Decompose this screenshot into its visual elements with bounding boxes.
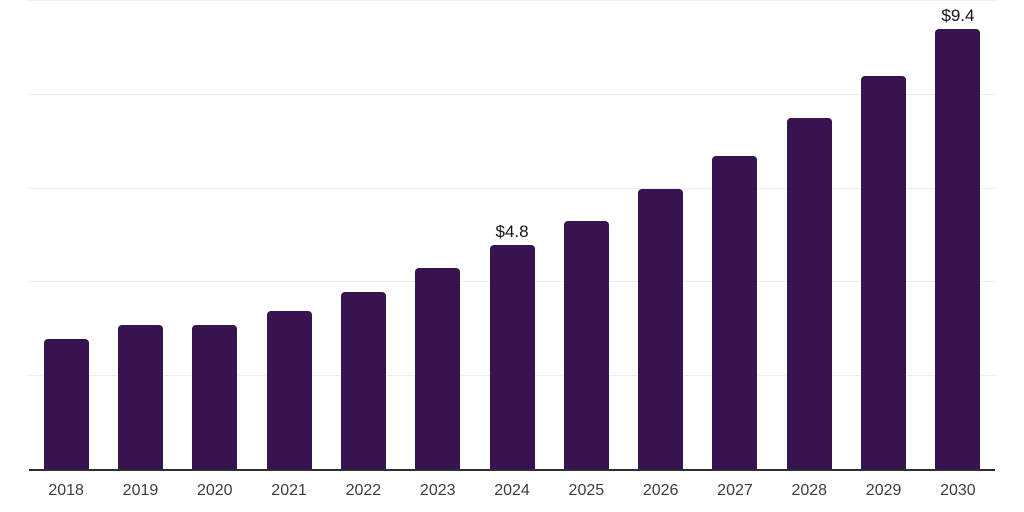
- gridline: [29, 93, 995, 95]
- bar-band-2022: [326, 291, 400, 470]
- x-tick-2026: 2026: [642, 482, 679, 499]
- bar-2025: [563, 221, 609, 470]
- bar-band-2030: $9.4: [921, 6, 995, 470]
- x-axis-labels: 2018 2019 2020 2021 2022 2023 2024 2025 2026 2027…: [29, 471, 995, 501]
- bar-2020: [192, 324, 238, 470]
- bar-2024: [489, 244, 535, 470]
- bar-2021: [266, 310, 312, 470]
- x-tick-2020: 2020: [196, 482, 233, 499]
- x-tick-2025: 2025: [568, 482, 605, 499]
- bar-2030: [935, 29, 981, 470]
- bar-2029: [861, 76, 907, 470]
- x-tick-2027: 2027: [717, 482, 753, 499]
- x-tick-2024: 2024: [494, 482, 530, 499]
- bar-band-2020: [178, 324, 252, 470]
- bar-2026: [638, 188, 684, 470]
- bar-band-2019: [103, 324, 177, 470]
- x-tick-2022: 2022: [345, 482, 382, 499]
- x-tick-2018: 2018: [48, 482, 84, 499]
- bar-band-2025: [549, 221, 623, 470]
- bar-2022: [340, 291, 386, 470]
- bar-2027: [712, 155, 758, 470]
- bar-band-2024: $4.8: [475, 222, 549, 470]
- bar-2028: [786, 118, 832, 470]
- x-tick-2030: 2030: [940, 482, 976, 499]
- x-tick-2029: 2029: [865, 482, 902, 499]
- data-label-2030: $9.4: [941, 6, 975, 26]
- x-tick-2023: 2023: [419, 482, 456, 499]
- bar-band-2018: [29, 338, 103, 470]
- data-label-2024: $4.8: [495, 221, 529, 241]
- x-tick-2019: 2019: [122, 482, 159, 499]
- bar-2018: [43, 338, 89, 470]
- bar-2019: [117, 324, 163, 470]
- x-tick-2028: 2028: [791, 482, 828, 499]
- bar-band-2026: [624, 188, 698, 470]
- bars: $4.8 $9.4: [29, 0, 995, 470]
- bar-band-2029: [846, 76, 920, 470]
- bar-2023: [415, 268, 461, 470]
- gridline: [29, 0, 995, 1]
- bar-band-2027: [698, 155, 772, 470]
- bar-band-2023: [401, 268, 475, 470]
- x-tick-2021: 2021: [271, 482, 307, 499]
- gridline: [29, 187, 995, 189]
- plot-area: $4.8 $9.4: [29, 0, 995, 471]
- bar-band-2028: [772, 118, 846, 470]
- x-axis-line: [29, 469, 995, 471]
- bar-band-2021: [252, 310, 326, 470]
